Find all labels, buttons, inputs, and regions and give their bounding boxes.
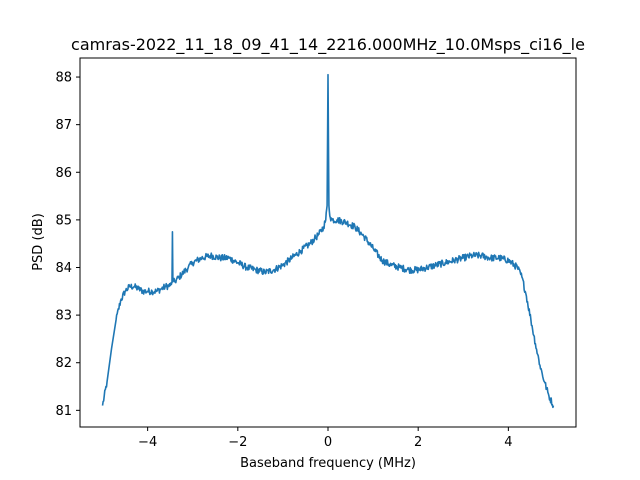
x-tick-label: 4 <box>504 435 512 450</box>
y-axis: 81 82 83 84 85 86 87 88 <box>55 71 80 419</box>
psd-series-line <box>101 73 555 409</box>
y-tick-label: 83 <box>55 309 72 324</box>
y-axis-label: PSD (dB) <box>31 213 46 271</box>
y-tick-label: 85 <box>55 213 72 228</box>
y-tick-label: 81 <box>55 404 72 419</box>
x-tick-label: 0 <box>324 435 332 450</box>
x-axis: −4 −2 0 2 4 <box>138 427 513 450</box>
y-tick-label: 82 <box>55 356 72 371</box>
chart-title: camras-2022_11_18_09_41_14_2216.000MHz_1… <box>71 35 585 55</box>
x-tick-label: −4 <box>138 435 157 450</box>
y-tick-label: 88 <box>55 71 72 86</box>
x-axis-label: Baseband frequency (MHz) <box>240 456 416 471</box>
y-tick-label: 84 <box>55 261 72 276</box>
x-tick-label: −2 <box>228 435 247 450</box>
x-tick-label: 2 <box>414 435 422 450</box>
y-tick-label: 87 <box>55 118 72 133</box>
y-tick-label: 86 <box>55 166 72 181</box>
